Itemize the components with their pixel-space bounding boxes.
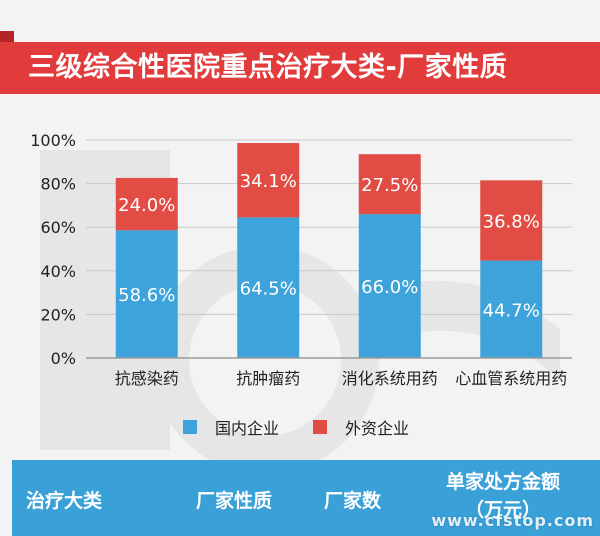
- bar-foreign: [480, 180, 543, 261]
- bar-foreign: [115, 177, 178, 231]
- bar-domestic: [358, 214, 421, 358]
- bar-domestic: [115, 230, 178, 358]
- x-tick-label: 消化系统用药: [342, 369, 438, 388]
- bars: 58.6% 24.0% 64.5% 34.1% 66.0% 27.5% 44.7% 36.8%: [115, 143, 543, 358]
- y-tick-label: 80%: [40, 175, 76, 194]
- x-tick-label: 抗肿瘤药: [236, 369, 300, 388]
- table-header-amount-label: 单家处方金额: [445, 471, 560, 493]
- data-label: 44.7%: [483, 300, 540, 321]
- data-label: 58.6%: [118, 285, 175, 306]
- bar-domestic: [480, 260, 543, 358]
- y-tick-label: 0%: [51, 349, 76, 368]
- bar-foreign: [237, 143, 300, 218]
- y-tick-label: 20%: [40, 305, 76, 324]
- data-label: 27.5%: [361, 175, 418, 196]
- y-tick-label: 60%: [40, 218, 76, 237]
- bar-domestic: [237, 217, 300, 358]
- legend-swatch-domestic: [183, 420, 197, 434]
- chart-title: 三级综合性医院重点治疗大类-厂家性质: [28, 52, 508, 83]
- data-label: 66.0%: [361, 277, 418, 298]
- legend-swatch-foreign: [313, 420, 327, 434]
- y-tick-label: 40%: [40, 262, 76, 281]
- table-header-manufacturer-type: 厂家性质: [196, 490, 273, 512]
- table-header-prescription-amount: 单家处方金额 （万元）: [418, 468, 588, 524]
- site-watermark: www.cfstop.com: [431, 511, 594, 530]
- table-header-category: 治疗大类: [26, 490, 103, 512]
- data-label: 36.8%: [483, 211, 540, 232]
- y-tick-label: 100%: [30, 131, 76, 150]
- legend-item-foreign: 外资企业: [313, 416, 409, 438]
- title-bar: [0, 42, 600, 94]
- x-tick-label: 抗感染药: [115, 369, 179, 388]
- stacked-bar-chart: 0% 20% 40% 60% 80% 100% 58.6% 24.0% 64.5% 34.1% 6…: [30, 131, 572, 460]
- table-header-manufacturer-count: 厂家数: [324, 490, 382, 512]
- legend-label-domestic: 国内企业: [215, 419, 280, 438]
- bar-foreign: [358, 154, 421, 215]
- legend-item-domestic: 国内企业: [183, 416, 279, 438]
- y-axis: 0% 20% 40% 60% 80% 100%: [30, 131, 76, 368]
- data-label: 24.0%: [118, 195, 175, 216]
- data-label: 34.1%: [240, 171, 297, 192]
- x-axis: 抗感染药 抗肿瘤药 消化系统用药 心血管系统用药: [86, 357, 572, 388]
- legend-label-foreign: 外资企业: [345, 419, 410, 438]
- table-header-amount-unit: （万元）: [464, 499, 541, 521]
- table-header: [12, 460, 600, 536]
- data-label: 64.5%: [240, 279, 297, 300]
- x-tick-label: 心血管系统用药: [455, 369, 567, 388]
